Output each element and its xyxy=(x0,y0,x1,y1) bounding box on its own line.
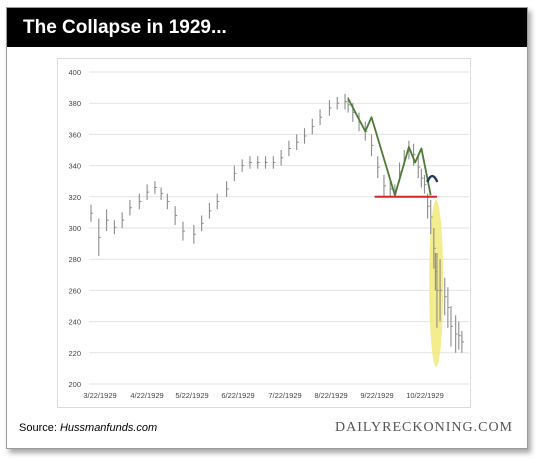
y-tick-label: 380 xyxy=(68,99,81,108)
x-tick-label: 9/22/1929 xyxy=(360,391,393,400)
title-bar: The Collapse in 1929... xyxy=(7,8,527,47)
annotation-layer xyxy=(347,98,439,198)
top-arc xyxy=(426,174,439,183)
source-prefix: Source: xyxy=(19,422,60,434)
brand-logo: DAILYRECKONING.COM xyxy=(335,420,513,435)
x-tick-label: 8/22/1929 xyxy=(314,391,347,400)
x-tick-label: 3/22/1929 xyxy=(83,391,116,400)
y-tick-label: 300 xyxy=(68,224,81,233)
y-tick-label: 340 xyxy=(68,162,81,171)
y-tick-label: 320 xyxy=(68,193,81,202)
chart-svg: 200 220 240 260 280 300 320 340 360 380 400 3/22/1… xyxy=(68,68,469,400)
figure-frame: The Collapse in 1929... 200 220 240 260 280 3… xyxy=(6,7,528,449)
y-tick-label: 400 xyxy=(68,68,81,77)
y-tick-label: 220 xyxy=(68,349,81,358)
crash-highlight xyxy=(429,199,444,367)
x-tick-label: 5/22/1929 xyxy=(175,391,208,400)
chart-plot-box xyxy=(57,58,471,408)
y-tick-label: 280 xyxy=(68,255,81,264)
chart-title: The Collapse in 1929... xyxy=(23,17,227,38)
x-tick-label: 10/22/1929 xyxy=(406,391,444,400)
y-tick-label: 360 xyxy=(68,130,81,139)
x-axis: 3/22/1929 4/22/1929 5/22/1929 6/22/1929 7/22… xyxy=(83,391,443,400)
x-tick-label: 6/22/1929 xyxy=(221,391,254,400)
y-tick-label: 200 xyxy=(68,380,81,389)
ohlc-bars xyxy=(90,93,464,353)
highlight-layer xyxy=(429,199,444,367)
source-note: Source: Hussmanfunds.com xyxy=(19,422,157,434)
y-tick-label: 260 xyxy=(68,286,81,295)
x-tick-label: 7/22/1929 xyxy=(268,391,301,400)
y-tick-label: 240 xyxy=(68,318,81,327)
downtrend-line xyxy=(347,98,432,197)
source-name: Hussmanfunds.com xyxy=(59,422,158,434)
y-axis: 200 220 240 260 280 300 320 340 360 380 400 xyxy=(68,68,81,389)
grid-layer xyxy=(89,71,469,385)
x-tick-label: 4/22/1929 xyxy=(130,391,163,400)
